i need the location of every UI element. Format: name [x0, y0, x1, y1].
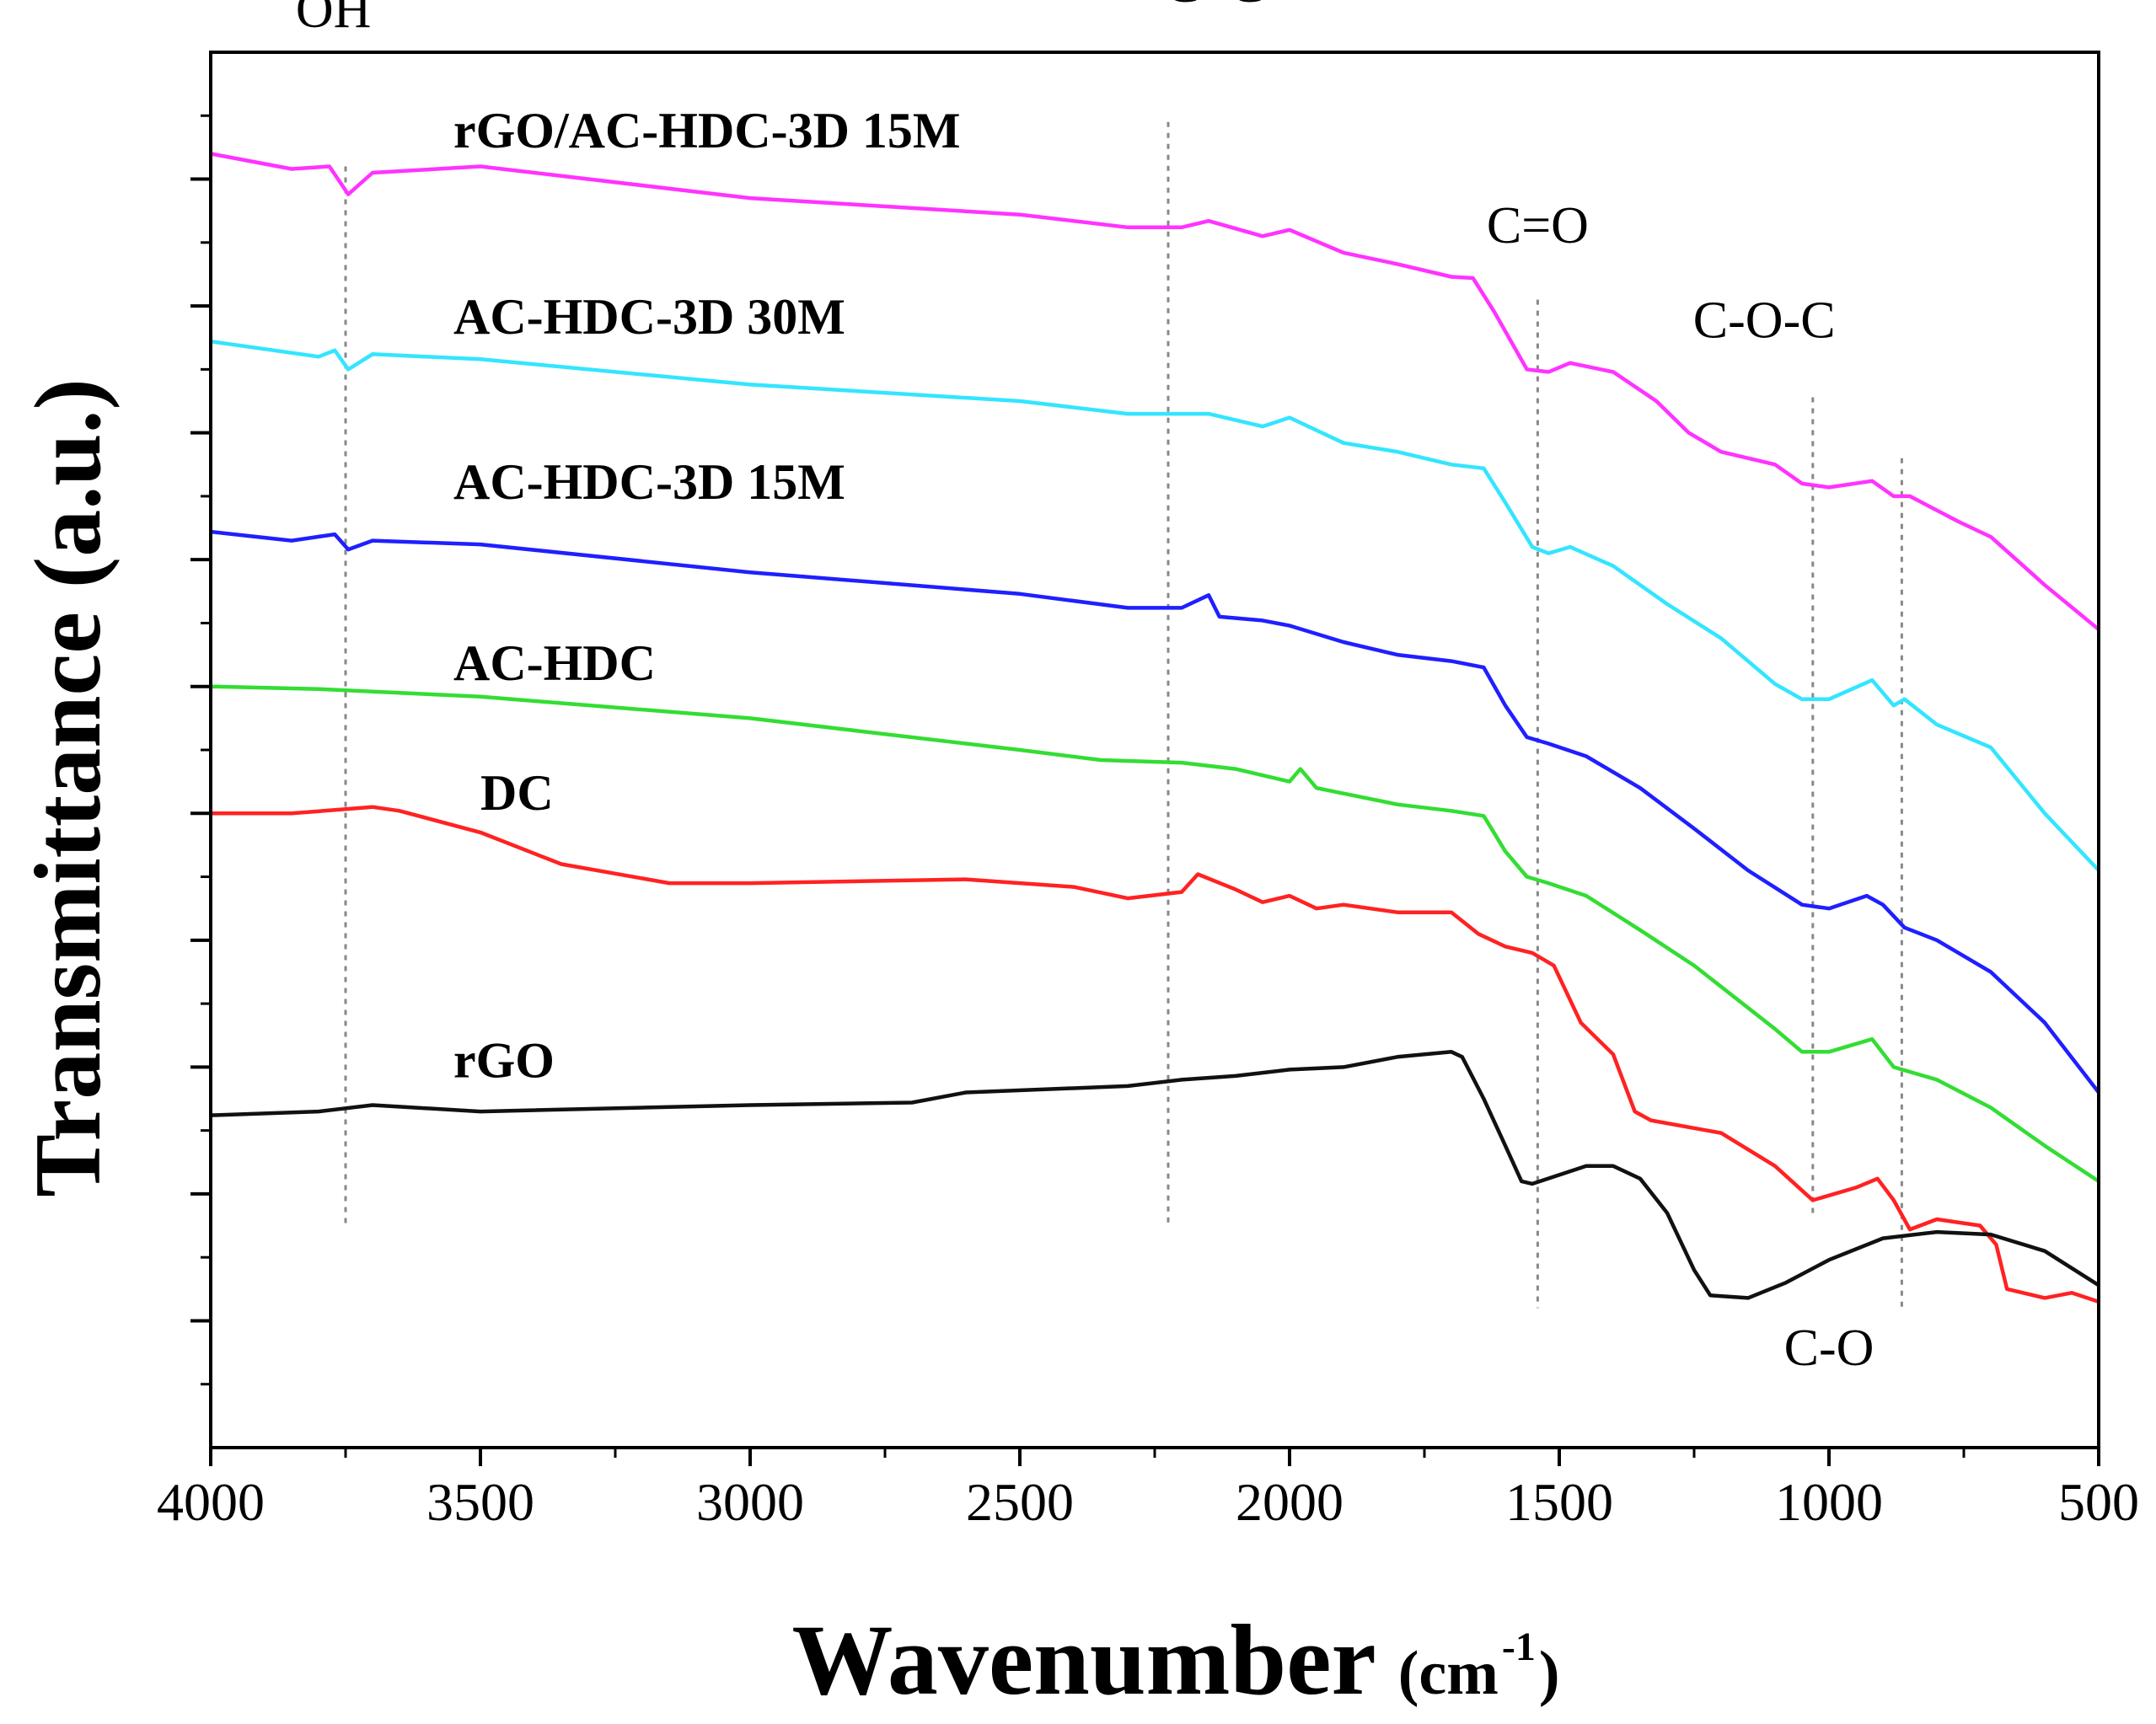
series-group — [210, 152, 2100, 1304]
series-label-ac-hdc-3d-30m: AC-HDC-3D 30M — [453, 289, 845, 345]
x-tick-label: 3500 — [426, 1472, 534, 1532]
series-line-ac-hdc — [210, 684, 2100, 1183]
y-ticks — [190, 114, 211, 1386]
series-label-dc: DC — [480, 765, 554, 821]
x-ticks: 4000 3500 3000 2500 2000 1500 1000 500 — [157, 1448, 2139, 1532]
annotation-label-oh: OH- — [296, 0, 385, 39]
series-line-ac-hdc-3d-15m — [210, 529, 2100, 1094]
annotation-lines — [344, 121, 1903, 1309]
x-axis-unit-close: ) — [1539, 1639, 1560, 1708]
y-axis-title: Transmittance (a.u.) — [16, 378, 121, 1197]
x-tick-label: 2000 — [1236, 1472, 1343, 1532]
annotation-label-c-o: C=O — [1487, 197, 1589, 254]
series-line-ac-hdc-3d-30m — [210, 339, 2100, 872]
series-line-rgo — [210, 1050, 2100, 1300]
annotation-labels: OH- -C=C- C=O C-O-C C-O — [296, 0, 1874, 1377]
x-axis-unit-open: (cm — [1398, 1639, 1499, 1708]
series-line-rgo-ac-hdc-3d-15m — [210, 152, 2100, 631]
annotation-label-c-o: C-O — [1784, 1320, 1874, 1377]
x-tick-label: 2500 — [966, 1472, 1074, 1532]
x-axis-title-main: Wavenumber — [791, 1604, 1376, 1716]
series-line-dc — [211, 805, 2100, 1304]
annotation-label-c-o-c: C-O-C — [1693, 292, 1836, 350]
series-labels: rGO/AC-HDC-3D 15M AC-HDC-3D 30M AC-HDC-3D … — [453, 103, 961, 1088]
series-label-ac-hdc: AC-HDC — [453, 635, 656, 691]
x-axis-unit-exponent: -1 — [1502, 1625, 1536, 1669]
x-tick-label: 500 — [2058, 1472, 2139, 1532]
series-label-rgo: rGO — [453, 1032, 555, 1088]
x-axis-title: Wavenumber (cm -1 ) — [791, 1604, 1559, 1716]
x-tick-label: 4000 — [157, 1472, 265, 1532]
x-tick-label: 1500 — [1505, 1472, 1613, 1532]
x-tick-label: 1000 — [1775, 1472, 1883, 1532]
annotation-label-c-c: -C=C- — [1147, 0, 1281, 13]
x-tick-label: 3000 — [696, 1472, 804, 1532]
series-label-rgo-ac-hdc-3d-15m: rGO/AC-HDC-3D 15M — [453, 103, 961, 158]
plot-frame — [209, 51, 2100, 1449]
axes — [209, 51, 2100, 1449]
series-label-ac-hdc-3d-15m: AC-HDC-3D 15M — [453, 454, 845, 510]
